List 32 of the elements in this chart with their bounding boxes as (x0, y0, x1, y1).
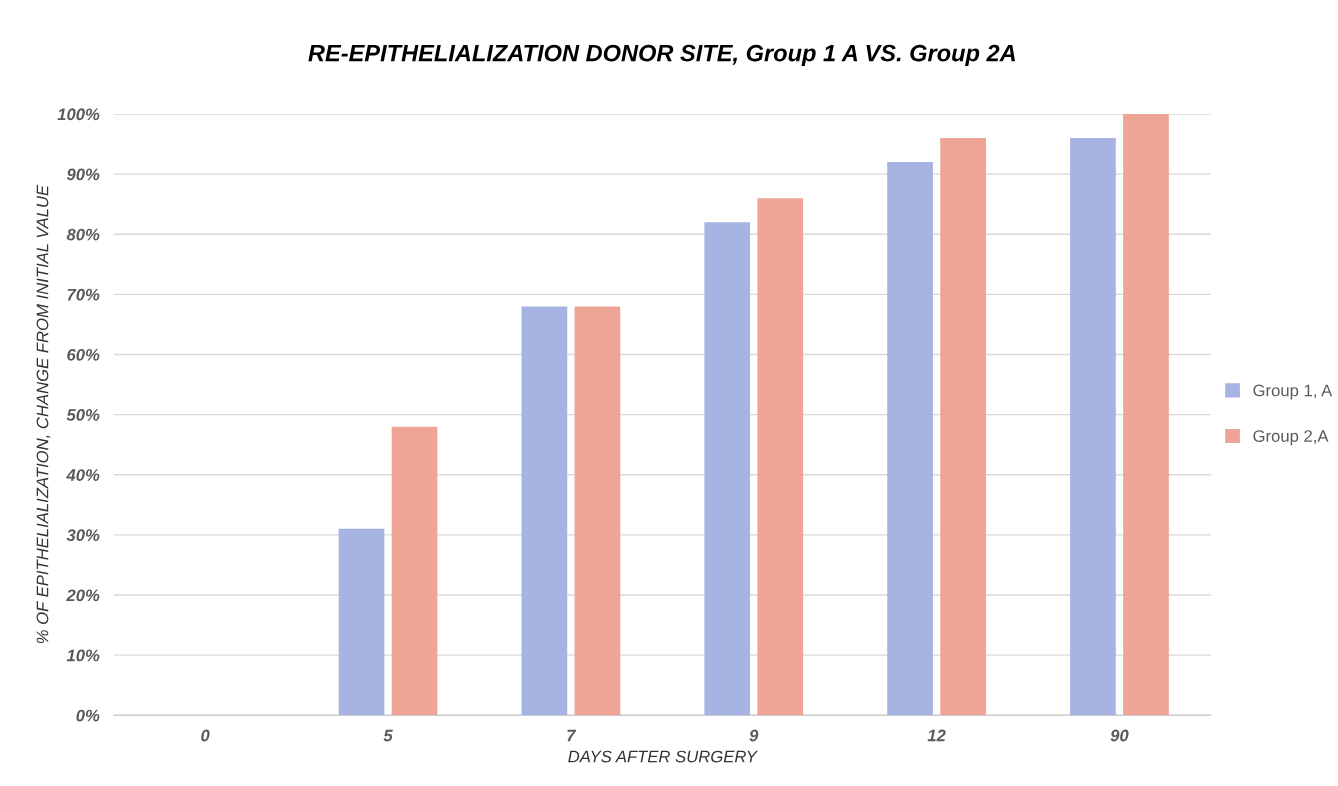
y-tick-label: 60% (67, 348, 100, 361)
bar (887, 162, 933, 716)
y-tick-label: 20% (66, 589, 100, 602)
y-tick-label: 90% (66, 168, 100, 181)
bar (704, 222, 751, 716)
bar (338, 528, 385, 716)
legend-label: Group 2,A (1253, 430, 1329, 446)
bar (1123, 113, 1169, 716)
x-tick-label: 12 (927, 729, 946, 742)
legend-label: Group 1, A (1253, 384, 1333, 400)
x-tick-label: 9 (749, 729, 759, 742)
x-tick-label: 90 (1110, 729, 1129, 742)
y-tick-label: 0% (76, 709, 100, 722)
y-axis-title: % OF EPITHELIALIZATION, CHANGE FROM INITIAL VALUE (36, 184, 51, 644)
y-tick-label: 100% (57, 108, 100, 121)
x-axis-title: DAYS AFTER SURGERY (568, 750, 758, 763)
bar (940, 138, 986, 716)
bar (574, 306, 621, 716)
x-tick-label: 0 (201, 729, 210, 742)
bar (1070, 138, 1116, 716)
y-tick-label: 70% (67, 288, 100, 301)
bar (391, 426, 438, 716)
y-tick-label: 50% (66, 409, 100, 421)
x-tick-label: 5 (383, 729, 393, 742)
bar (521, 306, 568, 716)
y-tick-label: 10% (66, 649, 100, 662)
y-tick-label: 40% (66, 469, 100, 481)
bar (757, 198, 804, 716)
chart-title: RE-EPITHELIALIZATION DONOR SITE, Group 1 A VS. Group 2A (308, 44, 1015, 67)
y-tick-label: 80% (66, 228, 100, 241)
x-tick-label: 7 (567, 729, 577, 742)
y-tick-label: 30% (66, 529, 100, 542)
